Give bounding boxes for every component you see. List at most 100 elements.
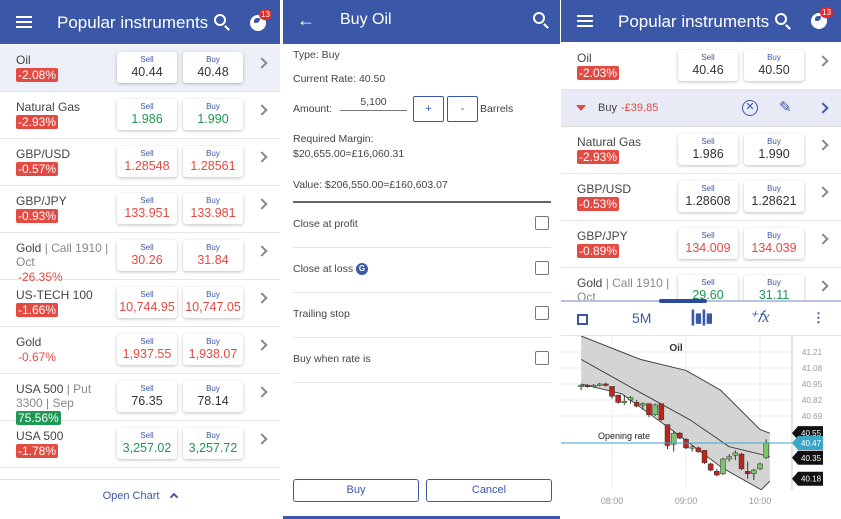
list-item[interactable]: Gold -0.67% Sell 1,937.55 Buy 1,938.07 <box>0 327 280 374</box>
chevron-right-icon[interactable] <box>817 186 829 198</box>
buy-button[interactable]: Buy 1.990 <box>183 99 243 130</box>
option-row[interactable]: Trailing stop <box>293 293 551 338</box>
instrument-label: Gold <box>577 276 603 290</box>
buy-button[interactable]: Buy 1.990 <box>744 134 804 165</box>
buy-button[interactable]: Buy 1.28561 <box>183 146 243 177</box>
sell-label: Sell <box>140 196 154 205</box>
drag-handle[interactable] <box>659 299 707 303</box>
list-item[interactable]: US-TECH 100 -1.66% Sell 10,744.95 Buy 10,747.… <box>0 280 280 327</box>
price-label: 40.55 <box>801 429 822 438</box>
menu-icon[interactable] <box>16 16 32 28</box>
increase-button[interactable]: + <box>413 96 444 122</box>
buy-button[interactable]: Buy <box>293 479 419 502</box>
chevron-right-icon[interactable] <box>256 292 268 304</box>
sell-button[interactable]: Sell 1.28548 <box>117 146 177 177</box>
open-position-row[interactable]: Buy -£39.85 ✕ ✎ <box>561 90 841 127</box>
chevron-right-icon[interactable] <box>256 339 268 351</box>
sell-button[interactable]: Sell 1,937.55 <box>117 334 177 365</box>
chevron-right-icon[interactable] <box>256 198 268 210</box>
sell-button[interactable]: Sell 40.46 <box>678 50 738 81</box>
sell-button[interactable]: Sell 1.986 <box>678 134 738 165</box>
sell-button[interactable]: Sell 133.951 <box>117 193 177 224</box>
sell-button[interactable]: Sell 30.26 <box>117 240 177 271</box>
sell-button[interactable]: Sell 40.44 <box>117 52 177 83</box>
app-header: Popular instruments 13 <box>561 0 841 42</box>
buy-button[interactable]: Buy 40.50 <box>744 50 804 81</box>
cancel-button[interactable]: Cancel <box>426 479 552 502</box>
buy-button[interactable]: Buy 1.28621 <box>744 181 804 212</box>
list-item[interactable]: Gold | Call 1910 | Oct -26.35% Sell 30.26 Bu… <box>0 233 280 284</box>
buy-label: Buy <box>767 137 781 146</box>
sell-button[interactable]: Sell 1.28608 <box>678 181 738 212</box>
globe-icon[interactable]: 13 <box>811 7 833 29</box>
sell-button[interactable]: Sell 3,257.02 <box>117 428 177 459</box>
buy-button[interactable]: Buy 1,938.07 <box>183 334 243 365</box>
buy-button[interactable]: Buy 134.039 <box>744 228 804 259</box>
option-row[interactable]: Close at profit <box>293 203 551 248</box>
indicator-fx-icon[interactable]: ⁺𝑓x <box>749 309 770 326</box>
list-item[interactable]: Oil -2.03% Sell 40.46 Buy 40.50 <box>561 43 841 90</box>
edit-pencil-icon[interactable]: ✎ <box>779 99 792 116</box>
buy-button[interactable]: Buy 133.981 <box>183 193 243 224</box>
close-position-icon[interactable]: ✕ <box>742 100 758 116</box>
back-arrow-icon[interactable]: ← <box>297 10 315 30</box>
globe-icon[interactable]: 13 <box>250 9 272 31</box>
chevron-right-icon[interactable] <box>256 151 268 163</box>
list-item[interactable]: GBP/JPY -0.89% Sell 134.009 Buy 134.039 <box>561 221 841 268</box>
list-item[interactable]: Natural Gas -2.93% Sell 1.986 Buy 1.990 <box>561 127 841 174</box>
chevron-right-icon[interactable] <box>817 55 829 67</box>
open-chart-button[interactable]: Open Chart <box>0 479 280 519</box>
search-icon[interactable] <box>214 14 226 26</box>
buy-price: 3,257.72 <box>188 441 238 455</box>
sell-button[interactable]: Sell 134.009 <box>678 228 738 259</box>
buy-label: Buy <box>206 243 220 252</box>
chevron-right-icon[interactable] <box>256 104 268 116</box>
list-item[interactable]: GBP/JPY -0.93% Sell 133.951 Buy 133.981 <box>0 186 280 233</box>
candle-body <box>701 450 708 463</box>
checkbox[interactable] <box>535 261 549 275</box>
y-tick-label: 40.95 <box>802 380 823 389</box>
buy-price: 10,747.05 <box>185 300 241 314</box>
buy-button[interactable]: Buy 40.48 <box>183 52 243 83</box>
buy-price: 1.990 <box>758 147 790 161</box>
list-item[interactable]: Oil -2.08% Sell 40.44 Buy 40.48 <box>0 45 280 92</box>
sell-button[interactable]: Sell 76.35 <box>117 381 177 412</box>
amount-input[interactable]: 5,100 <box>340 96 407 111</box>
candlestick-icon[interactable]: ┃▮┃▮ <box>689 310 713 325</box>
option-row[interactable]: Close at loss G <box>293 248 551 293</box>
chevron-right-icon[interactable] <box>817 280 829 292</box>
search-icon[interactable] <box>775 13 787 25</box>
timeframe-button[interactable]: 5M <box>632 310 652 326</box>
more-vertical-icon[interactable]: ⋮ <box>812 310 825 325</box>
chevron-right-icon[interactable] <box>256 433 268 445</box>
buy-button[interactable]: Buy 3,257.72 <box>183 428 243 459</box>
candle-body <box>627 397 634 401</box>
list-item[interactable]: GBP/USD -0.53% Sell 1.28608 Buy 1.28621 <box>561 174 841 221</box>
fullscreen-icon[interactable] <box>577 314 588 325</box>
instrument-name: USA 500 | Put 3300 | Sep 75.56% <box>16 382 112 425</box>
buy-button[interactable]: Buy 78.14 <box>183 381 243 412</box>
option-row[interactable]: Buy when rate is <box>293 338 551 383</box>
checkbox[interactable] <box>535 306 549 320</box>
sell-label: Sell <box>701 231 715 240</box>
chevron-right-icon[interactable] <box>256 57 268 69</box>
list-item[interactable]: GBP/USD -0.57% Sell 1.28548 Buy 1.28561 <box>0 139 280 186</box>
chevron-right-icon[interactable] <box>817 102 829 114</box>
checkbox[interactable] <box>535 351 549 365</box>
chevron-right-icon[interactable] <box>817 139 829 151</box>
chevron-right-icon[interactable] <box>256 245 268 257</box>
buy-button[interactable]: Buy 31.84 <box>183 240 243 271</box>
decrease-button[interactable]: - <box>447 96 478 122</box>
chevron-right-icon[interactable] <box>256 386 268 398</box>
search-icon[interactable] <box>533 12 545 24</box>
chevron-right-icon[interactable] <box>817 233 829 245</box>
sell-button[interactable]: Sell 1.986 <box>117 99 177 130</box>
price-chart[interactable]: 41.21 41.08 40.95 40.82 40.69 08:00 09:00 10:00… <box>561 336 841 519</box>
list-item[interactable]: USA 500 -1.78% Sell 3,257.02 Buy 3,257.72 <box>0 421 280 468</box>
sell-button[interactable]: Sell 10,744.95 <box>117 287 177 318</box>
buy-button[interactable]: Buy 10,747.05 <box>183 287 243 318</box>
list-item[interactable]: Natural Gas -2.93% Sell 1.986 Buy 1.990 <box>0 92 280 139</box>
menu-icon[interactable] <box>577 15 593 27</box>
list-item[interactable]: USA 500 | Put 3300 | Sep 75.56% Sell 76.35 B… <box>0 374 280 425</box>
checkbox[interactable] <box>535 216 549 230</box>
